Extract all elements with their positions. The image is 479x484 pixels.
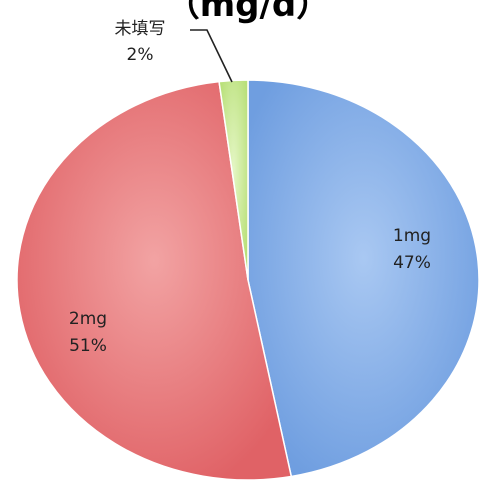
slice-label-1mg-name: 1mg xyxy=(393,226,431,246)
pie-slice-2mg xyxy=(16,80,293,481)
slice-label-2mg-name: 2mg xyxy=(69,309,107,329)
pie-slice-1mg xyxy=(247,79,479,478)
slice-label-unfilled-percent: 2% xyxy=(127,45,154,65)
slice-leader-line xyxy=(190,29,233,83)
slice-label-2mg-percent: 51% xyxy=(69,336,107,356)
pie-slices xyxy=(16,79,479,481)
slice-label-unfilled-name: 未填写 xyxy=(115,19,166,39)
pie-slice-unfilled xyxy=(218,79,249,281)
slice-label-1mg-percent: 47% xyxy=(393,253,431,273)
chart-title: （mg/d） xyxy=(166,0,331,25)
